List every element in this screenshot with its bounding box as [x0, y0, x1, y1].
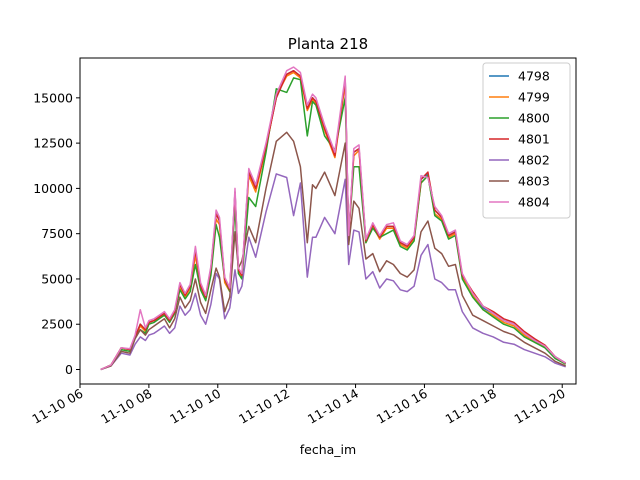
series-group: [100, 66, 567, 371]
series-line-4802: [100, 173, 566, 371]
series-line-4803: [100, 131, 566, 371]
legend-label: 4801: [518, 132, 550, 147]
series-line-4804: [100, 66, 567, 371]
x-tick-label: 11-10 06: [29, 386, 85, 427]
x-axis: 11-10 06 11-10 08 11-10 10 11-10 12 11-10 14…: [29, 384, 568, 427]
legend-box: [482, 62, 571, 219]
y-axis: 0 2500 5000 7500 10000 12500 15000: [33, 90, 80, 377]
legend: 4798 4799 4800 4801 4802 4803 4804: [482, 62, 571, 219]
x-axis-label: fecha_im: [300, 442, 356, 457]
legend-label: 4802: [518, 153, 550, 168]
x-tick-label: 11-10 08: [98, 386, 154, 427]
legend-label: 4798: [518, 69, 550, 84]
legend-label: 4804: [518, 195, 550, 210]
series-line-4800: [100, 77, 567, 371]
y-tick-label: 5000: [41, 271, 73, 286]
y-tick-label: 10000: [33, 181, 73, 196]
y-tick-label: 0: [65, 362, 73, 377]
y-tick-label: 7500: [41, 226, 73, 241]
x-tick-label: 11-10 18: [443, 386, 499, 427]
legend-label: 4799: [518, 90, 550, 105]
y-tick-label: 2500: [41, 317, 73, 332]
plot-frame: [79, 57, 577, 385]
plot-area: [79, 57, 577, 385]
x-tick-label: 11-10 14: [305, 386, 361, 427]
y-tick-label: 15000: [33, 90, 73, 105]
chart-title: Planta 218: [288, 35, 368, 53]
y-tick-label: 12500: [33, 136, 73, 151]
legend-label: 4800: [518, 111, 550, 126]
legend-label: 4803: [518, 174, 550, 189]
x-tick-label: 11-10 12: [236, 386, 292, 427]
x-tick-label: 11-10 16: [374, 386, 430, 427]
x-tick-label: 11-10 10: [167, 386, 223, 427]
x-tick-label: 11-10 20: [512, 386, 568, 427]
